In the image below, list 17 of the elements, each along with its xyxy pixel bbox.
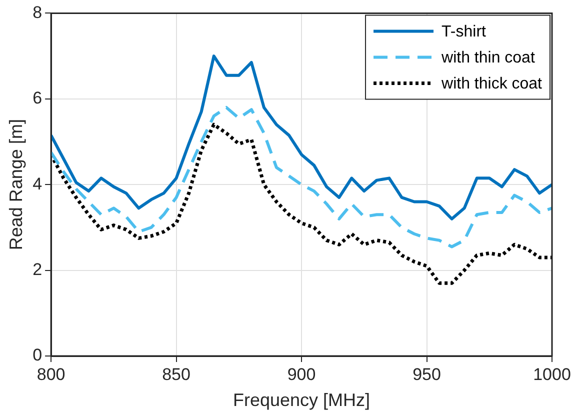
x-tick-label: 950 — [412, 364, 441, 384]
x-axis-title: Frequency [MHz] — [233, 390, 370, 410]
legend-label: T-shirt — [442, 24, 487, 41]
x-tick-label: 850 — [162, 364, 190, 384]
y-tick-label: 2 — [32, 260, 42, 279]
x-tick-label: 900 — [287, 364, 316, 384]
legend-label: with thin coat — [440, 50, 536, 67]
y-tick-label: 6 — [32, 88, 42, 108]
y-axis-title: Read Range [m] — [6, 119, 26, 250]
x-tick-label: 800 — [36, 364, 66, 384]
y-tick-label: 0 — [32, 346, 42, 365]
x-tick-label: 1000 — [533, 364, 571, 384]
y-tick-label: 8 — [32, 2, 42, 22]
line-series — [51, 106, 552, 248]
line-series — [51, 122, 552, 285]
legend-label: with thick coat — [440, 76, 543, 93]
y-tick-label: 4 — [32, 174, 42, 194]
